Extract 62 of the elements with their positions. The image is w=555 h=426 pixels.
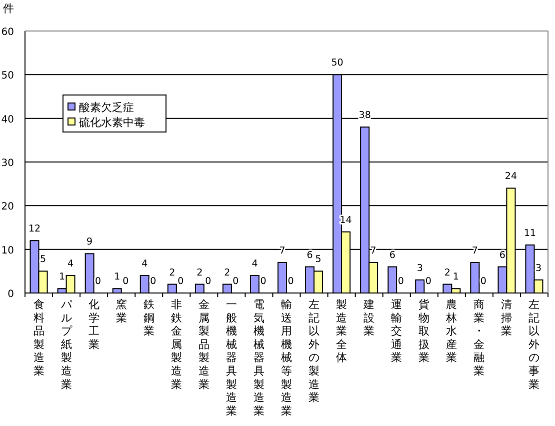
legend-label: 硫化水素中毒: [79, 116, 145, 129]
data-label: 0: [232, 276, 239, 287]
y-tick-label: 30: [1, 158, 14, 169]
data-label: 5: [40, 254, 46, 266]
x-tick-label: 農林水産業: [445, 298, 458, 364]
data-label: 3: [535, 262, 542, 274]
data-label: 6: [306, 250, 313, 261]
data-label: 5: [315, 254, 322, 266]
data-label: 50: [331, 58, 344, 69]
category-label: 一般機械器具製造業: [226, 298, 237, 418]
data-label: 2: [196, 267, 203, 278]
x-tick-label: 窯業: [116, 298, 127, 324]
data-label: 6: [389, 250, 396, 261]
data-label: 0: [178, 276, 184, 287]
x-tick-label: 金属製品製造業: [198, 298, 210, 391]
x-tick-label: 化学工業: [88, 298, 100, 351]
y-tick-label: 10: [1, 245, 14, 256]
x-tick-label: 貨物取扱業: [418, 298, 430, 364]
data-label: 2: [224, 267, 230, 278]
y-tick-label: 50: [1, 70, 14, 82]
data-label: 0: [150, 276, 156, 287]
data-label: 0: [95, 276, 102, 287]
data-label: 12: [28, 224, 41, 235]
data-label: 0: [480, 276, 486, 287]
y-axis-title: 件: [3, 2, 14, 15]
x-tick-label: 運輸交通業: [391, 298, 402, 364]
x-tick-label: 建設業: [362, 298, 375, 338]
category-label: 電気機械器具製造業: [253, 298, 264, 418]
x-tick-label: 左記以外の事業: [528, 298, 540, 391]
y-tick-label: 0: [8, 289, 14, 300]
legend-label: 酸素欠乏症: [79, 101, 134, 114]
data-label: 4: [68, 258, 74, 270]
data-label: 2: [444, 267, 450, 278]
x-tick-label: 製造業全体: [336, 298, 348, 364]
data-label: 4: [142, 258, 148, 270]
data-label: 24: [504, 171, 518, 182]
data-label: 1: [114, 272, 120, 283]
data-label: 0: [260, 276, 266, 287]
y-tick-label: 60: [1, 27, 14, 38]
data-label: 4: [252, 258, 258, 270]
y-tick-label: 40: [1, 114, 14, 126]
data-label: 6: [499, 250, 506, 261]
data-label: 0: [398, 276, 404, 287]
x-tick-label: 食料品製造業: [33, 298, 44, 378]
data-label: 1: [452, 272, 459, 283]
x-tick-label: 左記以外の製造業: [308, 298, 320, 404]
data-label: 0: [122, 276, 129, 287]
data-label: 0: [288, 276, 294, 287]
data-label: 2: [169, 267, 176, 278]
data-label: 3: [416, 262, 423, 274]
data-label: 0: [205, 276, 212, 287]
x-tick-label: パルプ紙製造業: [60, 298, 73, 391]
x-tick-label: 清掃業: [501, 298, 512, 338]
data-label: 0: [425, 276, 432, 287]
category-label: 輸送用機械等製造業: [281, 298, 292, 418]
data-label: 9: [86, 236, 93, 248]
x-tick-label: 非鉄金属製造業: [170, 298, 182, 391]
x-tick-label: 商業・金融業: [474, 298, 485, 378]
data-label: 11: [524, 228, 536, 239]
x-tick-label: 鉄鋼業: [143, 298, 154, 338]
y-tick-label: 20: [1, 202, 14, 213]
data-label: 1: [59, 272, 66, 283]
